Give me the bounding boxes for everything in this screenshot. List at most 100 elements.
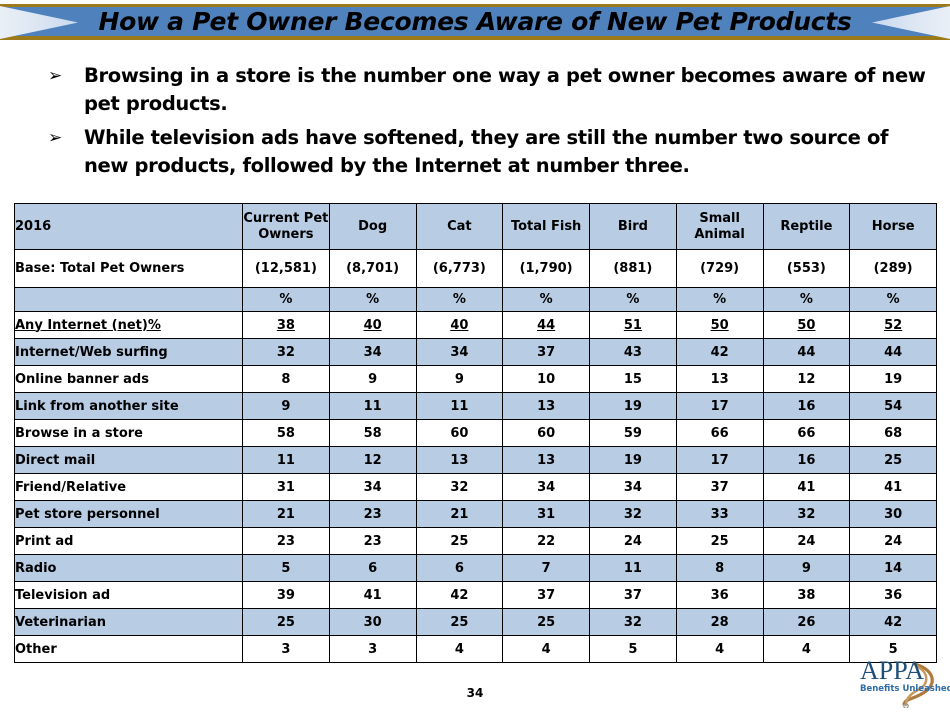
table-row: Any Internet (net)% 38 40 40 44 51 50 50 52	[14, 311, 937, 339]
table-cell: 41	[762, 473, 851, 501]
table-cell: 25	[502, 608, 590, 636]
row-label: Print ad	[14, 527, 243, 555]
column-header-current-pet-owners: Current Pet Owners	[242, 203, 330, 250]
table-row: Link from another site 9 11 11 13 19 17 16 54	[14, 392, 937, 420]
table-cell: 24	[589, 527, 677, 555]
table-cell: 32	[762, 500, 851, 528]
column-header-horse: Horse	[849, 203, 937, 250]
table-cell: 37	[589, 581, 677, 609]
table-cell: 11	[589, 554, 677, 582]
table-cell: 32	[415, 473, 504, 501]
row-label	[14, 287, 243, 312]
table-cell: 6	[415, 554, 504, 582]
table-cell: 19	[589, 446, 677, 474]
table-row-base: Base: Total Pet Owners (12,581) (8,701) (6,…	[14, 249, 937, 288]
table-cell: 42	[415, 581, 504, 609]
table-cell: (729)	[675, 249, 764, 288]
table-cell: 13	[675, 365, 764, 393]
banner-bar	[0, 4, 950, 40]
table-header-row: 2016 Current Pet Owners Dog Cat Total Fi…	[14, 203, 937, 250]
table-row: Television ad 39 41 42 37 37 36 38 36	[14, 581, 937, 609]
table-cell: 22	[502, 527, 590, 555]
column-header-cat: Cat	[415, 203, 504, 250]
table-cell: 19	[849, 365, 937, 393]
table-cell: 13	[502, 392, 590, 420]
table-cell: 36	[675, 581, 764, 609]
table-cell: 14	[849, 554, 937, 582]
table-cell: 34	[589, 473, 677, 501]
table-row: Friend/Relative 31 34 32 34 34 37 41 41	[14, 473, 937, 501]
row-label: Browse in a store	[14, 419, 243, 447]
table-row: Online banner ads 8 9 9 10 15 13 12 19	[14, 365, 937, 393]
bullet-list: ➢ Browsing in a store is the number one …	[48, 62, 928, 186]
page-number: 34	[466, 686, 484, 700]
row-label: Direct mail	[14, 446, 243, 474]
table-cell: 4	[675, 635, 764, 663]
table-cell: 34	[502, 473, 590, 501]
table-cell: 9	[328, 365, 417, 393]
table-row: Radio 5 6 6 7 11 8 9 14	[14, 554, 937, 582]
table-cell: 25	[415, 527, 504, 555]
table-cell: 60	[415, 419, 504, 447]
page-title: How a Pet Owner Becomes Aware of New Pet…	[98, 7, 852, 36]
table-row: Veterinarian 25 30 25 25 32 28 26 42	[14, 608, 937, 636]
leash-icon	[902, 662, 934, 708]
table-cell: 17	[675, 392, 764, 420]
column-header-year: 2016	[14, 203, 243, 250]
table-cell: 40	[328, 311, 417, 339]
percent-unit-cell: %	[242, 287, 330, 312]
table-cell: 41	[328, 581, 417, 609]
table-cell: 37	[675, 473, 764, 501]
table-row: Pet store personnel 21 23 21 31 32 33 32 30	[14, 500, 937, 528]
column-header-total-fish: Total Fish	[502, 203, 590, 250]
table-cell: 4	[762, 635, 851, 663]
column-header-small-animal: Small Animal	[675, 203, 764, 250]
row-label-text: Any Internet (net)%	[15, 317, 161, 333]
table-cell: 16	[762, 392, 851, 420]
row-label: Pet store personnel	[14, 500, 243, 528]
table-cell: 25	[849, 446, 937, 474]
table-cell: 9	[242, 392, 330, 420]
bullet-text: Browsing in a store is the number one wa…	[84, 64, 926, 115]
table-cell: 23	[328, 527, 417, 555]
table-cell: 60	[502, 419, 590, 447]
table-cell: (12,581)	[242, 249, 330, 288]
table-cell: 30	[328, 608, 417, 636]
table-cell: 44	[762, 338, 851, 366]
table-cell: (1,790)	[502, 249, 590, 288]
table-cell: 38	[762, 581, 851, 609]
column-header-reptile: Reptile	[762, 203, 851, 250]
table-cell: 4	[415, 635, 504, 663]
table-cell: 3	[328, 635, 417, 663]
bullet-text: While television ads have softened, they…	[84, 126, 889, 177]
table-cell: 11	[328, 392, 417, 420]
table-cell: 6	[328, 554, 417, 582]
table-cell: 4	[502, 635, 590, 663]
table-cell: 28	[675, 608, 764, 636]
table-row: Browse in a store 58 58 60 60 59 66 66 68	[14, 419, 937, 447]
row-label: Television ad	[14, 581, 243, 609]
table-cell: 34	[328, 338, 417, 366]
table-cell: 36	[849, 581, 937, 609]
table-cell: 26	[762, 608, 851, 636]
table-cell: 8	[242, 365, 330, 393]
row-label: Online banner ads	[14, 365, 243, 393]
arrow-bullet-icon: ➢	[48, 128, 63, 148]
table-cell: 34	[328, 473, 417, 501]
table-cell: 12	[762, 365, 851, 393]
table-cell: 32	[589, 608, 677, 636]
row-label: Any Internet (net)%	[14, 311, 243, 339]
table-cell: 23	[242, 527, 330, 555]
table-row: Direct mail 11 12 13 13 19 17 16 25	[14, 446, 937, 474]
row-label: Link from another site	[14, 392, 243, 420]
table-cell: 21	[415, 500, 504, 528]
percent-unit-cell: %	[849, 287, 937, 312]
table-cell: 17	[675, 446, 764, 474]
table-cell: 66	[762, 419, 851, 447]
appa-logo: APPA Benefits Unleashed	[856, 658, 950, 708]
table-cell: 11	[415, 392, 504, 420]
table-body: Base: Total Pet Owners (12,581) (8,701) (6,…	[14, 249, 937, 663]
table-cell: 10	[502, 365, 590, 393]
table-cell: 9	[415, 365, 504, 393]
arrow-bullet-icon: ➢	[48, 66, 63, 86]
